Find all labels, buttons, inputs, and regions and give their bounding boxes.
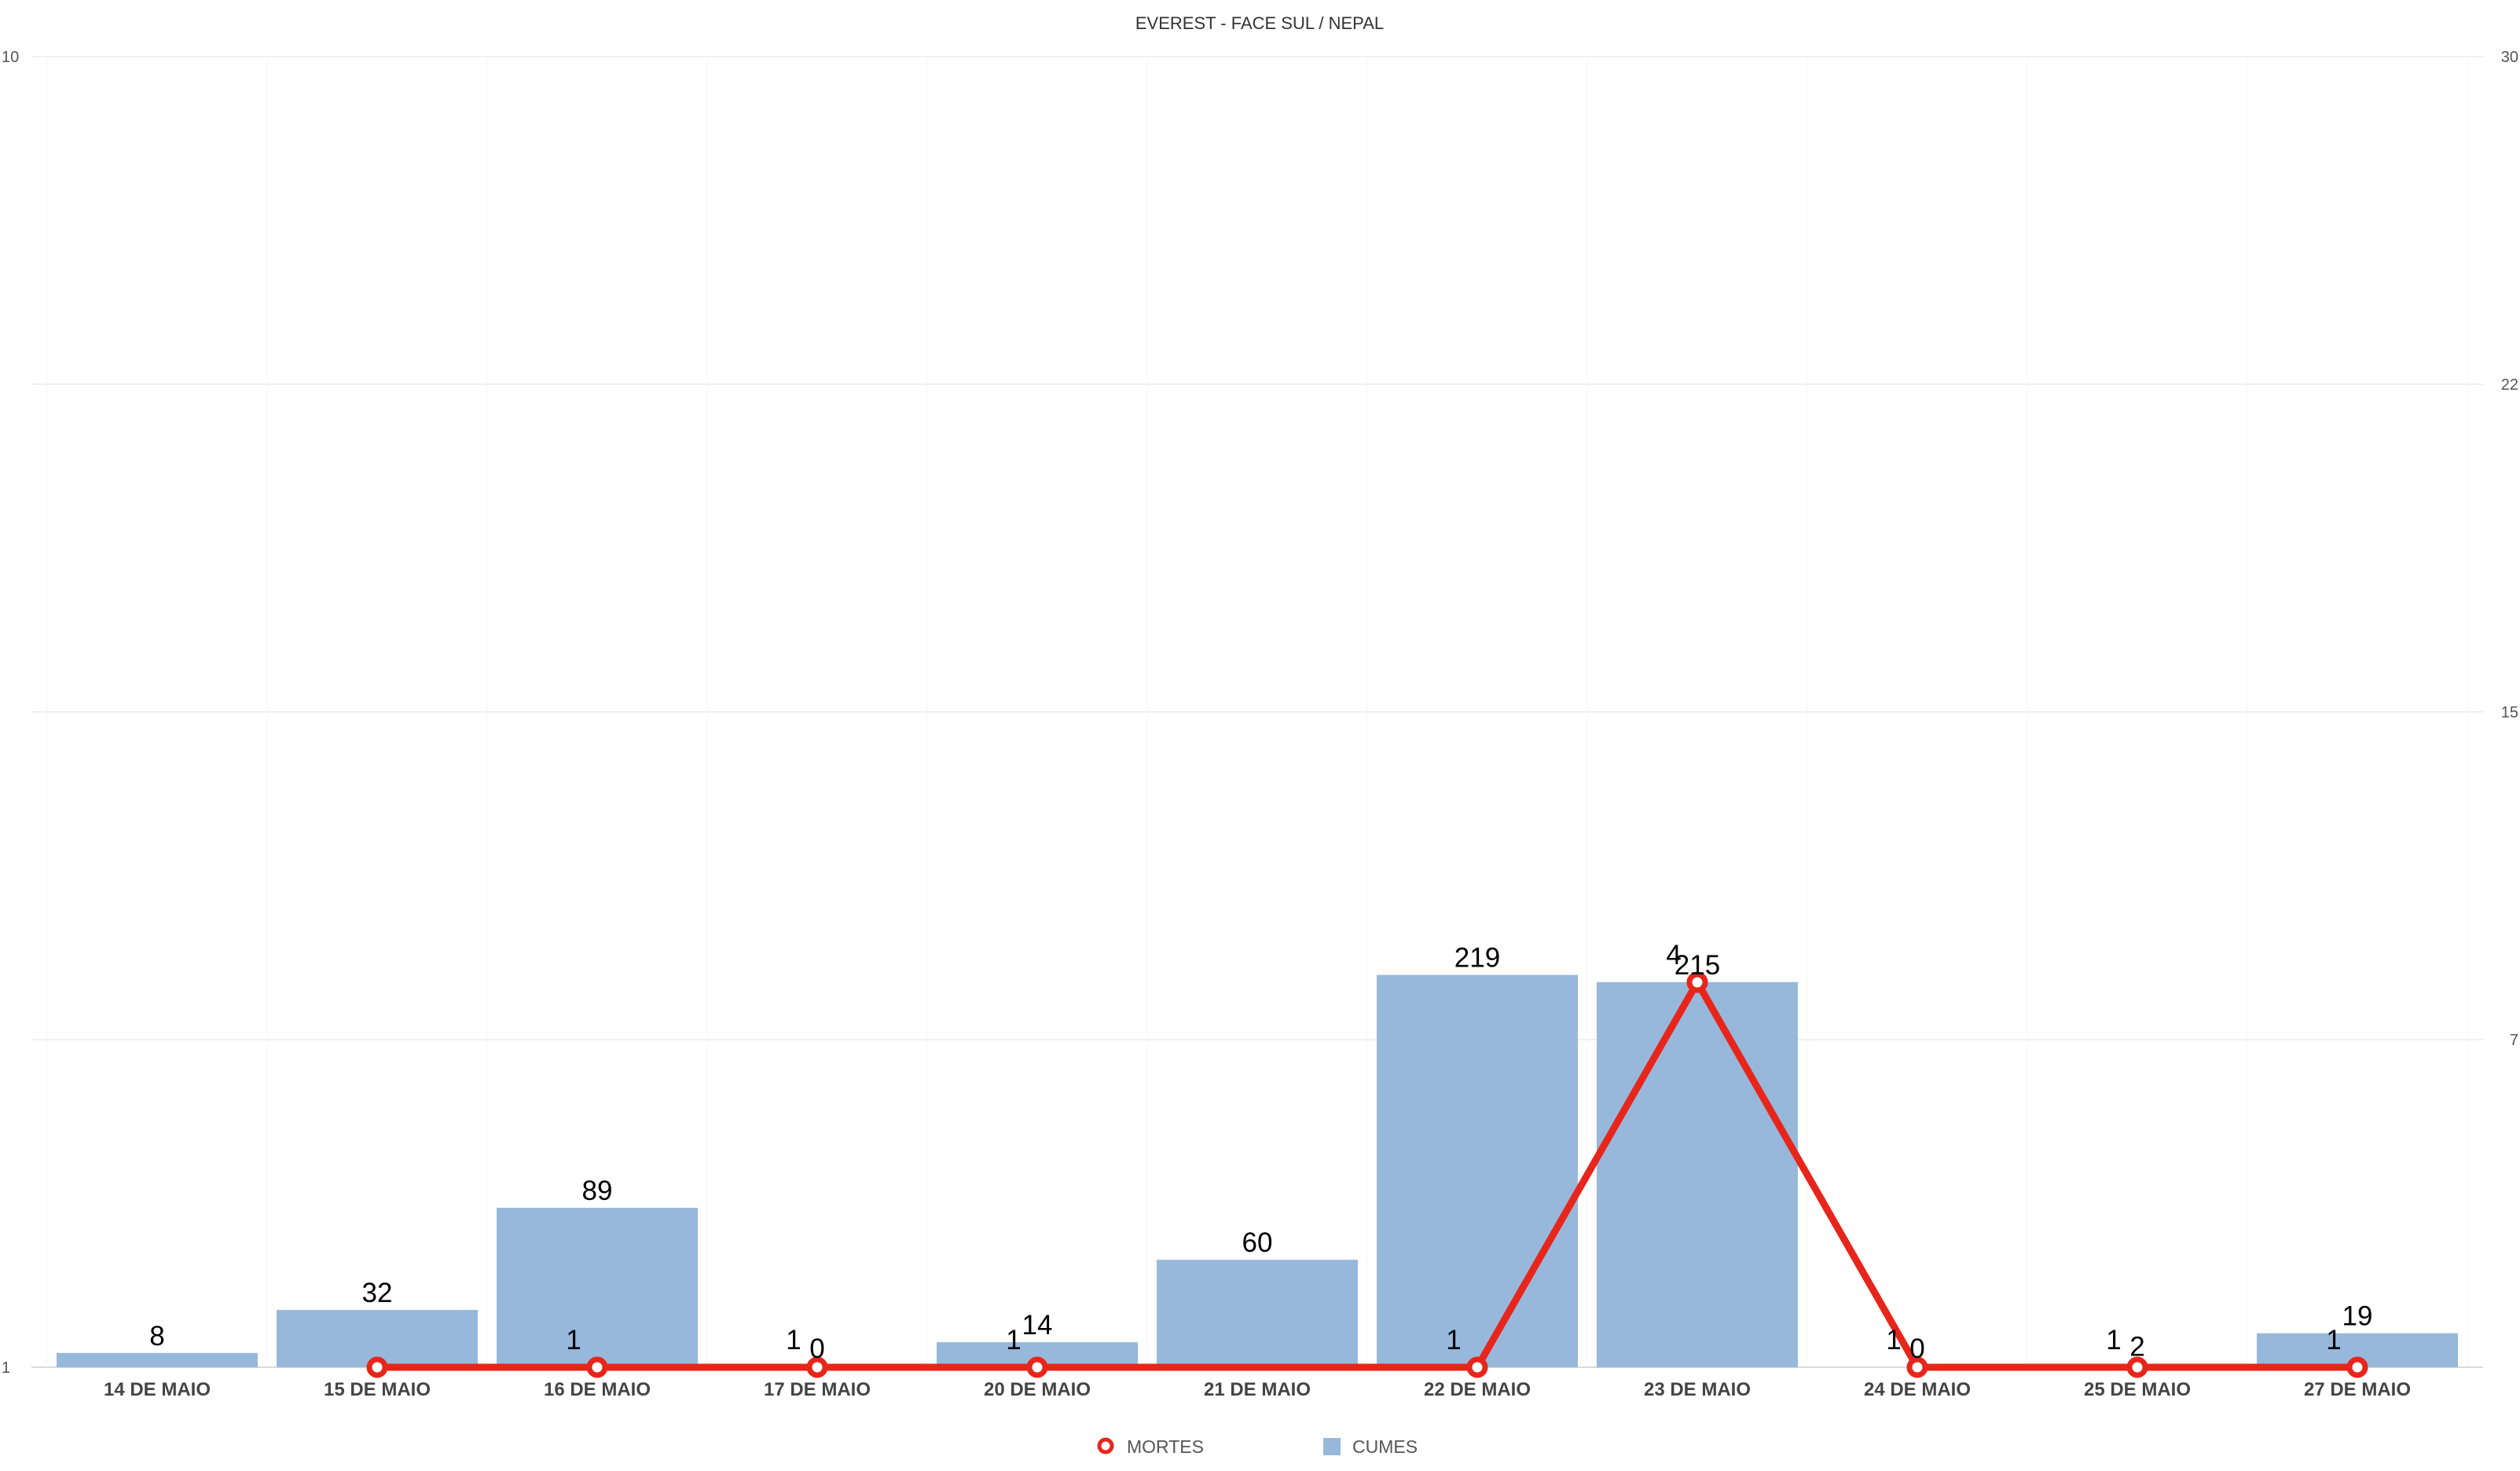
line-value-label: 1 <box>1006 1325 1021 1355</box>
bar-value-label: 2 <box>2129 1331 2144 1362</box>
y-tick-right: 7 <box>2510 1032 2518 1049</box>
bar-value-label: 0 <box>809 1333 824 1364</box>
legend-item-cumes[interactable]: CUMES <box>1323 1436 1418 1457</box>
line-series-mortes <box>366 971 2368 1378</box>
x-tick-label: 27 DE MAIO <box>2304 1379 2411 1400</box>
line-point[interactable] <box>586 1356 608 1378</box>
line-value-label: 1 <box>1446 1325 1461 1355</box>
y-tick-left: 10 <box>2 49 19 66</box>
bar-value-label: 89 <box>582 1176 613 1206</box>
bar[interactable] <box>57 1352 258 1367</box>
bar-value-label: 0 <box>1909 1333 1924 1364</box>
bar-value-label: 8 <box>149 1321 164 1352</box>
line-point[interactable] <box>1686 971 1708 993</box>
line-value-label: 1 <box>566 1325 581 1355</box>
y-tick-left: 1 <box>2 1359 10 1377</box>
line-point[interactable] <box>1906 1356 1928 1378</box>
x-tick-label: 20 DE MAIO <box>984 1379 1091 1400</box>
line-value-label: 4 <box>1666 940 1681 970</box>
x-tick-label: 25 DE MAIO <box>2084 1379 2191 1400</box>
x-tick-label: 23 DE MAIO <box>1644 1379 1751 1400</box>
line-value-label: 1 <box>786 1325 801 1355</box>
bar[interactable] <box>1597 981 1798 1367</box>
legend-mortes-marker <box>1097 1437 1114 1454</box>
x-tick-label: 14 DE MAIO <box>104 1379 211 1400</box>
x-tick-label: 24 DE MAIO <box>1864 1379 1971 1400</box>
bar[interactable] <box>1157 1260 1358 1367</box>
legend-cumes-swatch <box>1323 1438 1341 1455</box>
y-tick-right: 30 <box>2501 49 2518 66</box>
bar[interactable] <box>1377 974 1578 1367</box>
x-tick-label: 17 DE MAIO <box>764 1379 871 1400</box>
bars-series-cumes <box>57 974 2458 1367</box>
x-tick-label: 21 DE MAIO <box>1204 1379 1311 1400</box>
bar-value-label: 32 <box>362 1278 393 1308</box>
bar-value-label: 14 <box>1022 1310 1053 1341</box>
bar-value-label: 219 <box>1454 943 1500 974</box>
line-point[interactable] <box>1026 1356 1048 1378</box>
legend-cumes-label: CUMES <box>1352 1436 1418 1457</box>
line-value-label: 1 <box>2326 1325 2341 1355</box>
legend: MORTES CUMES <box>1097 1436 1418 1457</box>
legend-item-mortes[interactable]: MORTES <box>1097 1436 1204 1457</box>
line-point[interactable] <box>2346 1356 2368 1378</box>
legend-mortes-label: MORTES <box>1127 1436 1204 1457</box>
y-tick-right: 22 <box>2501 376 2518 394</box>
line-point[interactable] <box>2126 1356 2148 1378</box>
line-point[interactable] <box>1466 1356 1488 1378</box>
line-value-label: 1 <box>2106 1325 2121 1355</box>
x-tick-label: 15 DE MAIO <box>324 1379 431 1400</box>
grid <box>31 56 2483 1368</box>
bar-value-label: 19 <box>2342 1301 2373 1332</box>
x-tick-label: 16 DE MAIO <box>544 1379 651 1400</box>
line-value-label: 1 <box>1886 1325 1901 1355</box>
line-point[interactable] <box>366 1356 388 1378</box>
line-point[interactable] <box>806 1356 828 1378</box>
bar-value-label: 60 <box>1242 1227 1273 1258</box>
y-tick-right: 15 <box>2501 704 2518 721</box>
bar-value-label: 215 <box>1674 950 1720 981</box>
x-tick-label: 22 DE MAIO <box>1424 1379 1531 1400</box>
bar[interactable] <box>497 1208 698 1367</box>
chart-title: EVEREST - FACE SUL / NEPAL <box>1135 13 1384 33</box>
